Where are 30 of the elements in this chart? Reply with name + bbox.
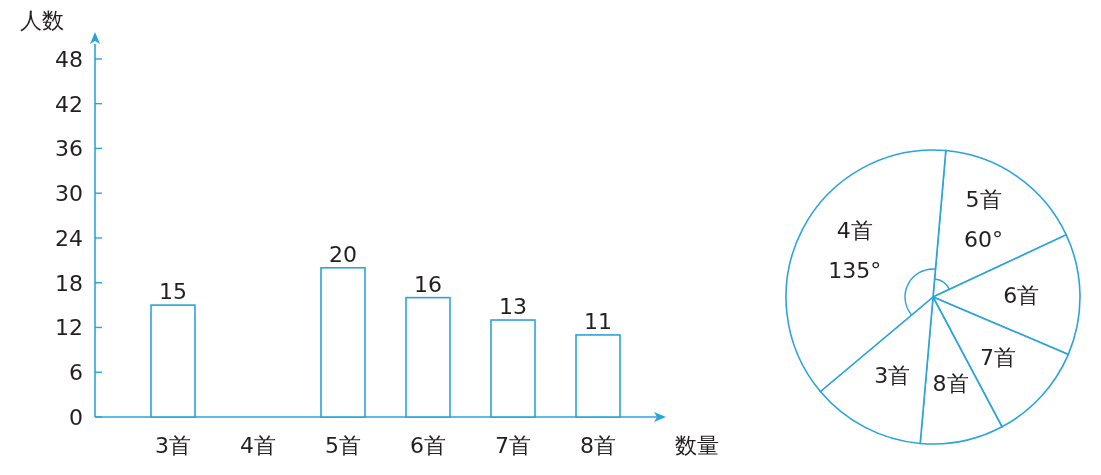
data-label: 13 xyxy=(499,294,527,320)
x-tick-label: 3首 xyxy=(155,433,191,458)
y-tick-label: 48 xyxy=(55,46,83,72)
slice-label: 3首 xyxy=(874,363,911,389)
x-tick-label: 5首 xyxy=(325,433,361,458)
slice-label: 8首 xyxy=(932,371,969,397)
x-tick-label: 4首 xyxy=(240,433,276,458)
slice-label: 5首 xyxy=(965,186,1002,212)
x-tick-label: 8首 xyxy=(580,433,616,458)
y-tick-label: 12 xyxy=(55,315,83,341)
y-tick-label: 42 xyxy=(55,91,83,117)
data-label: 15 xyxy=(159,279,187,305)
y-tick-label: 24 xyxy=(55,225,83,251)
data-label: 16 xyxy=(414,271,442,297)
data-label: 11 xyxy=(584,308,612,334)
x-tick-label: 6首 xyxy=(410,433,446,458)
slice-label: 4首 xyxy=(836,218,873,244)
y-tick-label: 30 xyxy=(55,181,83,207)
y-tick-label: 36 xyxy=(55,136,83,162)
slice-label: 7首 xyxy=(980,344,1017,370)
y-tick-label: 18 xyxy=(55,270,83,296)
slice-label: 6首 xyxy=(1003,283,1040,309)
x-tick-label: 7首 xyxy=(495,433,531,458)
data-label: 20 xyxy=(329,241,357,267)
x-axis-title: 数量 xyxy=(675,433,719,458)
y-tick-label: 6 xyxy=(69,360,83,386)
data-label: 60° xyxy=(964,226,1004,252)
data-label: 135° xyxy=(828,258,882,284)
y-tick-label: 0 xyxy=(69,405,83,430)
y-axis-title: 人数 xyxy=(20,8,64,33)
